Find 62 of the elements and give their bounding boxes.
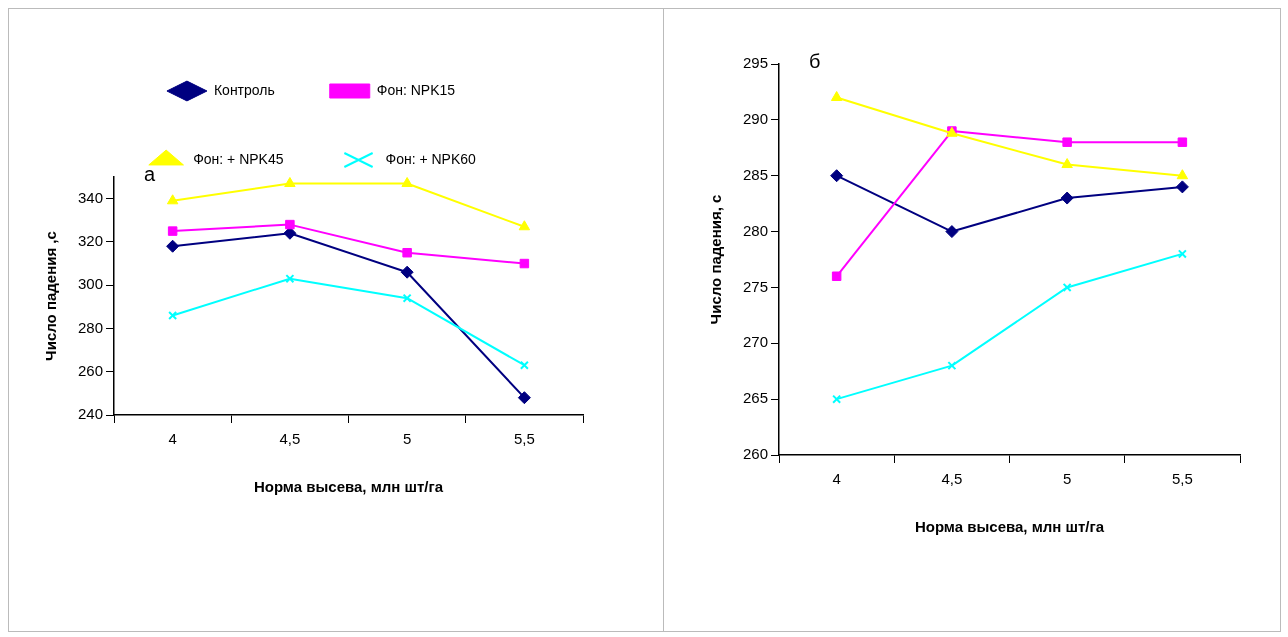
x-axis-title: Норма высева, млн шт/га <box>253 478 444 496</box>
y-tick-label: 275 <box>743 277 769 295</box>
y-tick-label: 270 <box>743 333 769 351</box>
point <box>831 271 842 281</box>
point <box>1177 249 1187 259</box>
y-axis-title: Число падения ,с <box>42 231 60 361</box>
legend-label: Контроль <box>213 81 275 98</box>
point <box>283 226 297 240</box>
x-tick-label: 5 <box>402 430 412 448</box>
y-tick-label: 300 <box>78 275 104 293</box>
point <box>168 310 178 321</box>
y-tick-label: 240 <box>78 405 104 423</box>
point <box>402 247 412 258</box>
x-tick-label: 5 <box>1062 470 1072 488</box>
y-tick-label: 260 <box>743 445 769 463</box>
x-tick-label: 5,5 <box>1171 470 1193 488</box>
y-tick-label: 285 <box>743 165 769 183</box>
point <box>832 394 842 404</box>
y-axis-title: Число падения, с <box>707 194 725 325</box>
point <box>945 225 959 239</box>
y-tick-label: 340 <box>78 188 104 206</box>
point <box>166 239 180 253</box>
point <box>402 293 412 303</box>
point <box>1062 137 1072 147</box>
legend-label: Фон: + NPK60 <box>385 150 477 167</box>
y-tick-label: 280 <box>743 221 769 239</box>
point <box>1061 158 1073 169</box>
point <box>1177 137 1188 147</box>
x-tick-label: 4,5 <box>279 430 301 448</box>
point <box>1062 282 1072 292</box>
point <box>400 265 414 279</box>
point <box>517 391 531 405</box>
x-tick-label: 4 <box>168 430 177 448</box>
point <box>830 169 844 183</box>
annotation: а <box>144 162 157 185</box>
point <box>519 360 529 370</box>
point <box>166 194 179 205</box>
point <box>947 361 957 371</box>
y-tick-label: 280 <box>78 318 104 336</box>
point <box>401 177 413 187</box>
x-tick-label: 5,5 <box>513 430 535 448</box>
y-tick-label: 295 <box>743 54 769 72</box>
x-tick-label: 4,5 <box>941 470 963 488</box>
point <box>519 258 530 269</box>
y-tick-label: 290 <box>743 110 769 127</box>
point <box>1175 180 1189 194</box>
point <box>285 219 295 230</box>
y-tick-label: 265 <box>743 389 769 407</box>
y-tick-label: 320 <box>78 232 104 250</box>
x-tick-label: 4 <box>832 470 841 488</box>
point <box>167 226 178 236</box>
y-tick-label: 260 <box>78 361 104 379</box>
point <box>518 220 531 231</box>
point <box>1060 191 1074 205</box>
annotation: б <box>809 49 821 72</box>
point <box>1176 169 1189 180</box>
point <box>284 177 296 187</box>
point <box>830 91 843 102</box>
legend-label: Фон: + NPK45 <box>193 150 284 167</box>
x-axis-title: Норма высева, млн шт/га <box>914 518 1105 536</box>
point <box>285 274 295 284</box>
legend-label: Фон: NPK15 <box>376 81 456 98</box>
